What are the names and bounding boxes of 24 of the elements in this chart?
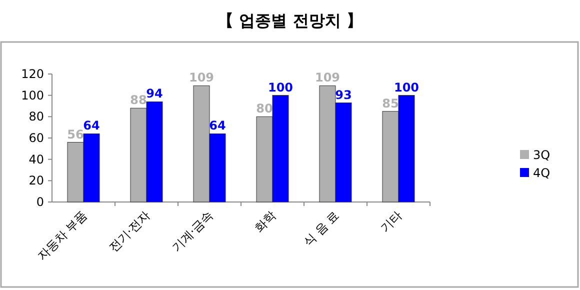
data-label: 88 [130,93,147,108]
y-tick-label: 60 [28,131,44,145]
data-label: 93 [335,88,352,102]
data-label: 100 [268,80,294,94]
x-tick-label: 식 음 료 [300,208,342,249]
x-tick-label: 화학 [252,208,279,236]
y-tick-label: 120 [21,67,44,81]
data-label: 64 [209,118,226,133]
legend-label: 4Q [533,166,550,180]
y-tick-label: 40 [28,152,44,166]
data-label: 56 [67,127,84,142]
data-label: 109 [188,70,214,85]
y-tick-label: 20 [28,174,44,188]
y-tick-label: 0 [36,195,44,209]
data-label: 94 [146,86,163,101]
y-tick-label: 100 [21,88,44,102]
chart-title: 【 업종별 전망치 】 [218,11,362,30]
data-label: 100 [394,80,420,94]
x-tick-label: 기타 [378,208,405,236]
legend-label: 3Q [533,148,550,162]
data-label: 109 [314,70,340,85]
data-label: 64 [83,118,100,133]
data-label: 85 [382,96,399,110]
y-tick-label: 80 [28,110,44,124]
